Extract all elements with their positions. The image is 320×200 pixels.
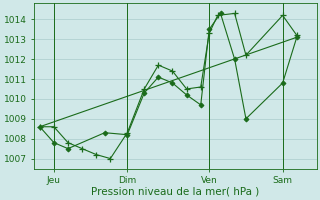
X-axis label: Pression niveau de la mer( hPa ): Pression niveau de la mer( hPa )	[91, 187, 260, 197]
